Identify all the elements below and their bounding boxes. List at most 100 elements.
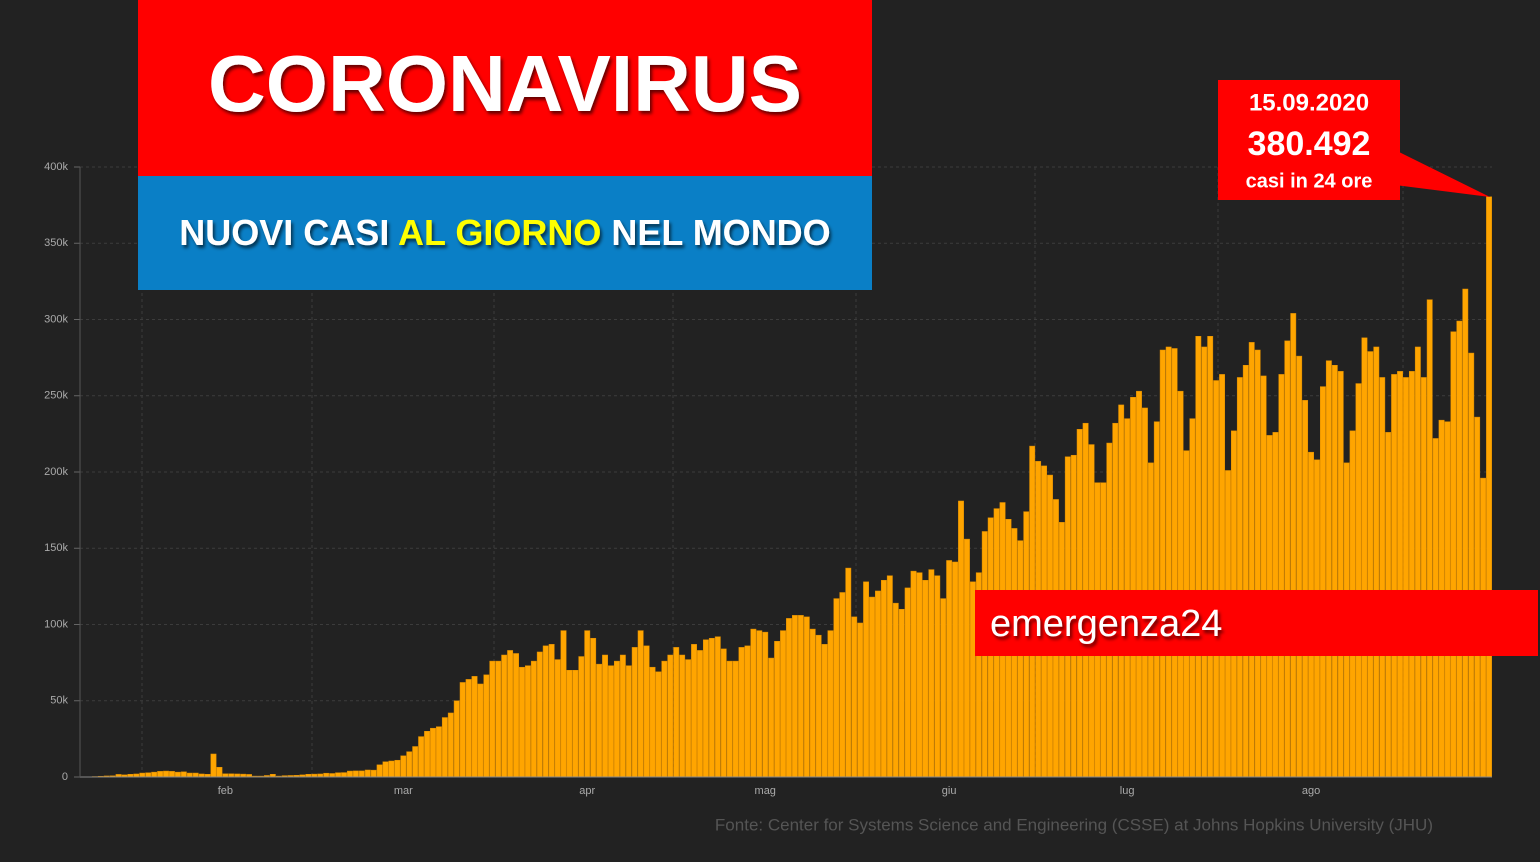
x-tick-label: mag [755,785,776,797]
bar [655,671,662,778]
bar [1373,346,1380,778]
bar [821,644,828,778]
bar [157,771,164,778]
bar [1171,348,1178,778]
bar [169,771,175,778]
y-tick-label: 0 [62,771,68,783]
bar [536,651,543,778]
bar [661,660,668,778]
subtitle-part: NEL MONDO [601,212,830,253]
bar [1177,390,1184,778]
bar [969,581,976,778]
y-tick-label: 100k [44,618,68,630]
bar [145,772,152,778]
bar [525,665,531,778]
callout-box [1218,80,1400,200]
y-tick-label: 200k [44,466,68,478]
bar [412,746,419,778]
bar [394,759,401,778]
x-tick-label: mar [394,785,413,797]
bar [916,572,923,778]
y-tick-label: 250k [44,390,68,402]
bar [720,648,727,778]
bar [335,772,341,778]
bar [1296,355,1303,778]
bar [376,764,383,778]
bar [418,736,425,778]
callout-date: 15.09.2020 [1249,89,1369,116]
bar [352,770,359,778]
bar [139,772,146,778]
bar [756,630,763,778]
bar [1325,360,1332,778]
bar [1468,352,1475,778]
bar [780,630,786,778]
bar [465,679,472,778]
bar [1195,336,1202,778]
y-tick-label: 50k [50,695,68,707]
bar [477,683,484,778]
bar [928,569,935,778]
bar [341,772,347,778]
bar [958,500,964,778]
bar [910,570,917,778]
bar [892,602,899,778]
y-tick-label: 150k [44,542,68,554]
bar [163,770,169,778]
bar [453,700,460,778]
bar [584,630,591,778]
bar [406,751,413,778]
brand-box [975,590,1538,656]
bar [1260,375,1267,778]
bar [530,660,537,778]
bar [370,769,377,778]
bar [513,653,519,778]
bar [934,575,941,778]
bar [625,665,632,778]
bar [691,644,697,778]
bar [619,654,626,778]
bar [1486,196,1492,778]
bar [1136,390,1142,778]
bar [542,645,549,778]
bar [216,766,223,778]
bar [946,560,953,778]
bar [519,666,525,778]
title-box [138,0,872,176]
bar [797,615,804,778]
bar [1159,349,1166,778]
bar [554,659,561,778]
y-tick-label: 400k [44,161,68,173]
bar [714,636,721,778]
bar [501,654,508,778]
bar [643,645,650,778]
bar [1254,349,1261,778]
bar [863,581,870,778]
bar [833,598,840,778]
bar [685,659,692,778]
callout-pointer [1395,150,1490,197]
bar [507,650,514,778]
x-tick-label: apr [579,785,595,797]
bar [809,628,816,778]
callout-value: 380.492 [1248,125,1371,163]
bar [151,771,158,778]
bar [1201,346,1208,778]
bar [815,634,822,778]
bar [827,630,834,778]
bar [708,637,715,778]
bar [1302,400,1309,778]
bar [436,726,442,778]
bar [447,712,454,778]
bar [186,772,193,778]
bar [495,660,502,778]
bar [839,592,846,778]
bar [738,647,745,778]
bar [572,670,579,778]
bar [898,609,905,778]
bar [1284,340,1291,778]
bar [608,665,614,778]
bar [726,660,733,778]
bar [329,773,336,778]
